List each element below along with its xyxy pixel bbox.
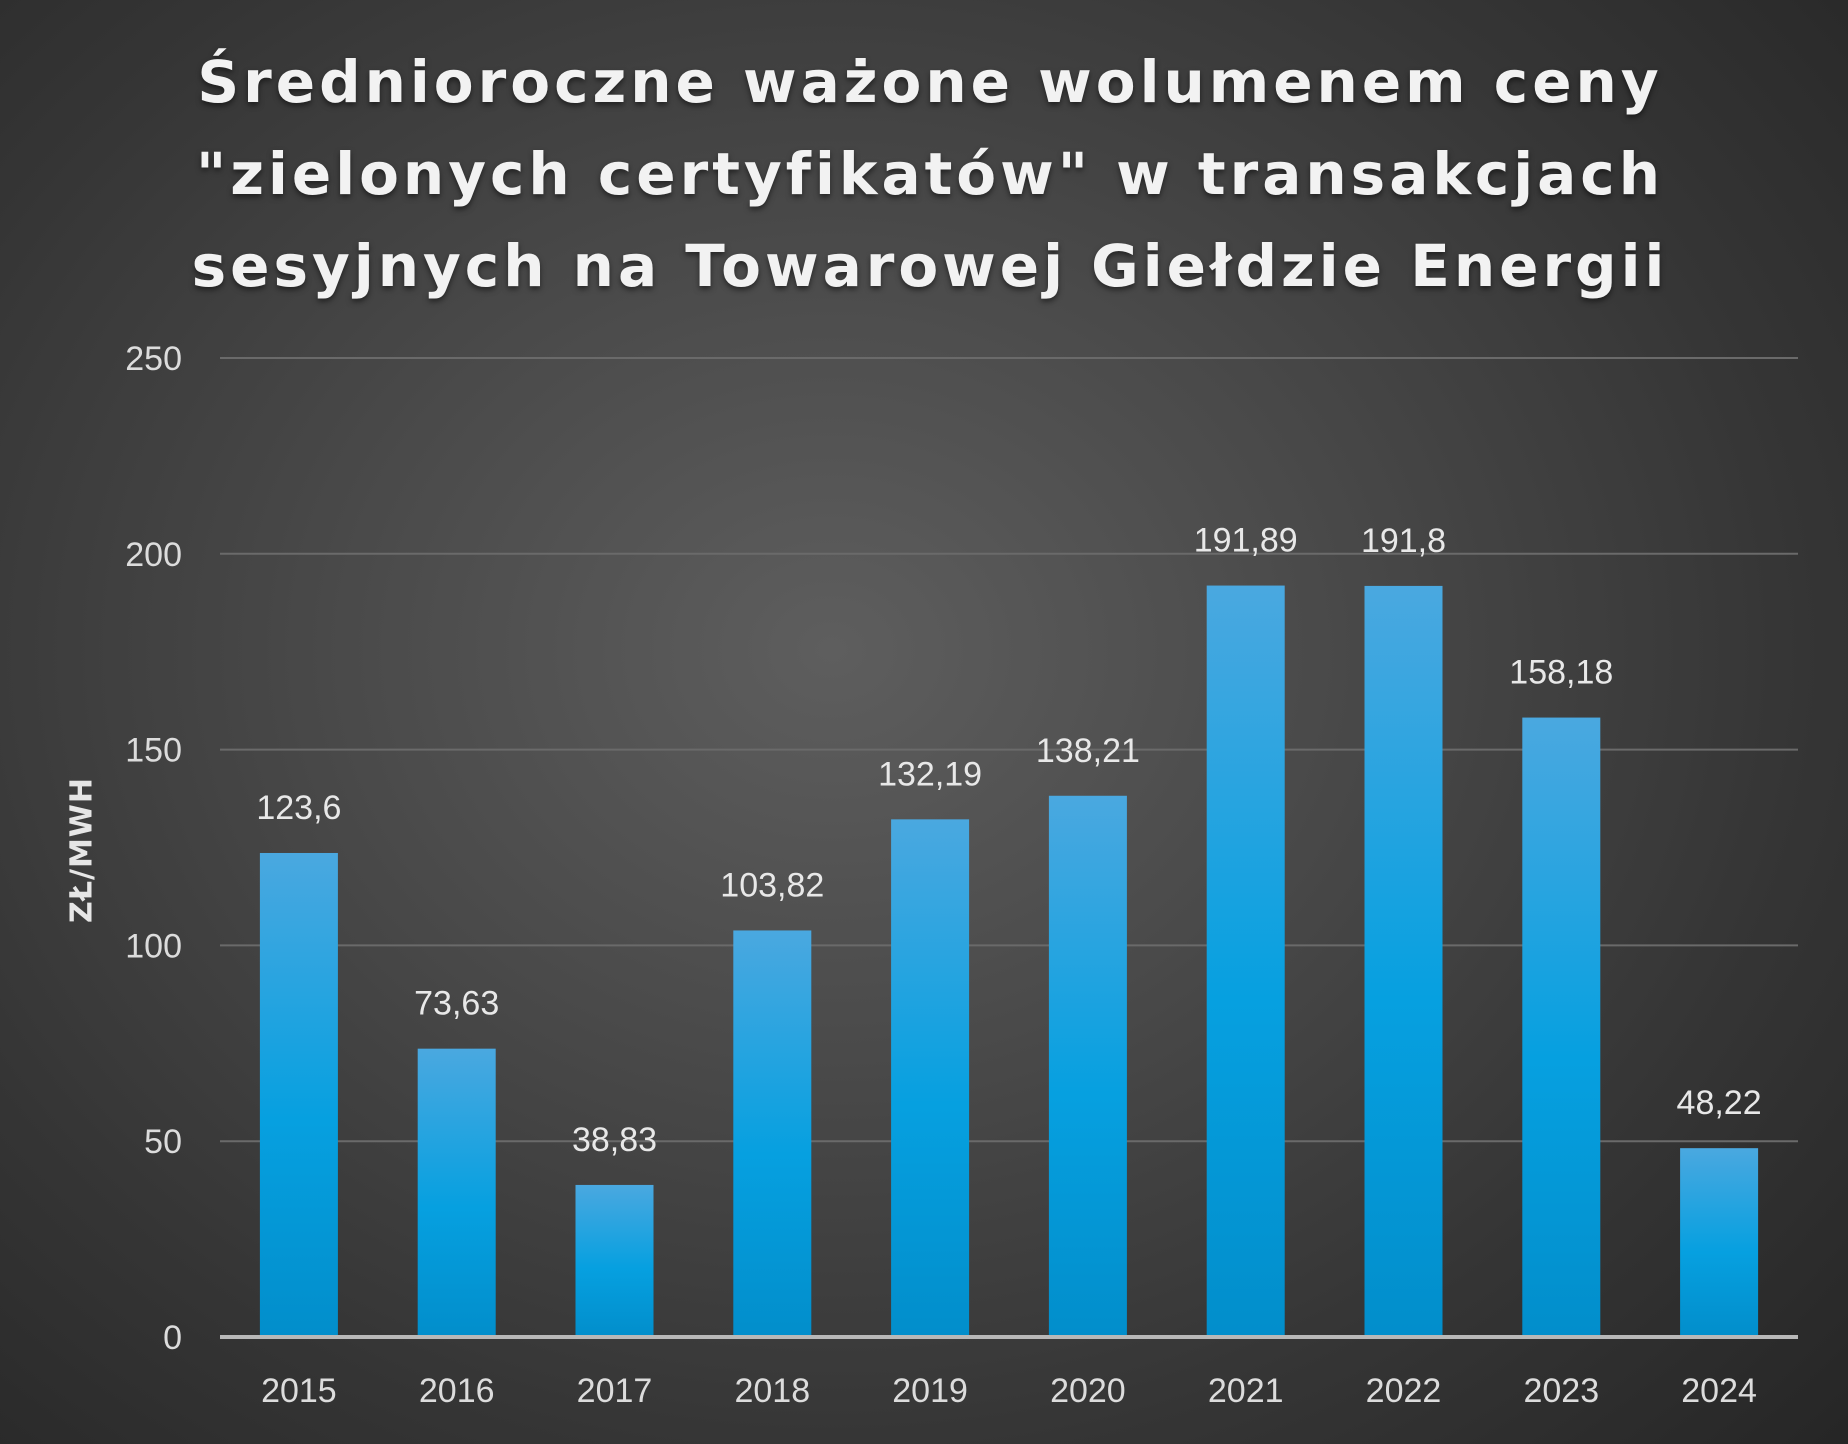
- y-tick-label: 250: [125, 340, 182, 378]
- x-tick-label: 2020: [1050, 1372, 1126, 1410]
- bar: [259, 852, 338, 1337]
- chart-title: Średnioroczne ważone wolumenem ceny "zie…: [160, 36, 1700, 312]
- data-label: 158,18: [1509, 654, 1613, 692]
- bars: [259, 585, 1759, 1337]
- data-label: 191,8: [1361, 522, 1446, 560]
- bar: [891, 819, 970, 1337]
- y-tick-label: 200: [125, 536, 182, 574]
- chart-title-line-2: "zielonych certyfikatów" w transakcjach: [196, 140, 1664, 208]
- bar: [1680, 1148, 1759, 1337]
- y-tick-label: 100: [125, 927, 182, 965]
- x-tick-label: 2021: [1208, 1372, 1284, 1410]
- chart-title-line-1: Średnioroczne ważone wolumenem ceny: [197, 48, 1663, 116]
- data-label: 38,83: [572, 1121, 657, 1159]
- bar: [417, 1048, 496, 1337]
- x-tick-label: 2016: [419, 1372, 495, 1410]
- data-labels: 123,6 73,63 38,83 103,82 132,19 138,21 191,89 1…: [256, 522, 1761, 1159]
- data-label: 191,89: [1194, 522, 1298, 560]
- x-tick-label: 2019: [892, 1372, 968, 1410]
- bar: [1206, 585, 1285, 1337]
- bar: [1522, 717, 1601, 1337]
- y-tick-label: 150: [125, 732, 182, 770]
- x-axis-ticks: 2015 2016 2017 2018 2019 2020 2021 2022 2023 2024: [261, 1372, 1757, 1410]
- x-tick-label: 2015: [261, 1372, 337, 1410]
- bar: [733, 930, 812, 1337]
- y-axis-ticks: 0 50 100 150 200 250: [125, 340, 182, 1357]
- bar: [1048, 795, 1127, 1337]
- x-tick-label: 2022: [1366, 1372, 1442, 1410]
- data-label: 73,63: [414, 985, 499, 1023]
- data-label: 123,6: [256, 789, 341, 827]
- x-tick-label: 2017: [577, 1372, 653, 1410]
- data-label: 138,21: [1036, 732, 1140, 770]
- data-label: 103,82: [720, 866, 824, 904]
- chart-title-line-3: sesyjnych na Towarowej Giełdzie Energii: [191, 232, 1669, 300]
- x-tick-label: 2023: [1523, 1372, 1599, 1410]
- y-tick-label: 0: [163, 1319, 182, 1357]
- bar: [575, 1184, 654, 1337]
- data-label: 48,22: [1677, 1084, 1762, 1122]
- data-label: 132,19: [878, 755, 982, 793]
- bar: [1364, 585, 1443, 1337]
- x-tick-label: 2024: [1681, 1372, 1757, 1410]
- y-tick-label: 50: [144, 1123, 182, 1161]
- x-tick-label: 2018: [734, 1372, 810, 1410]
